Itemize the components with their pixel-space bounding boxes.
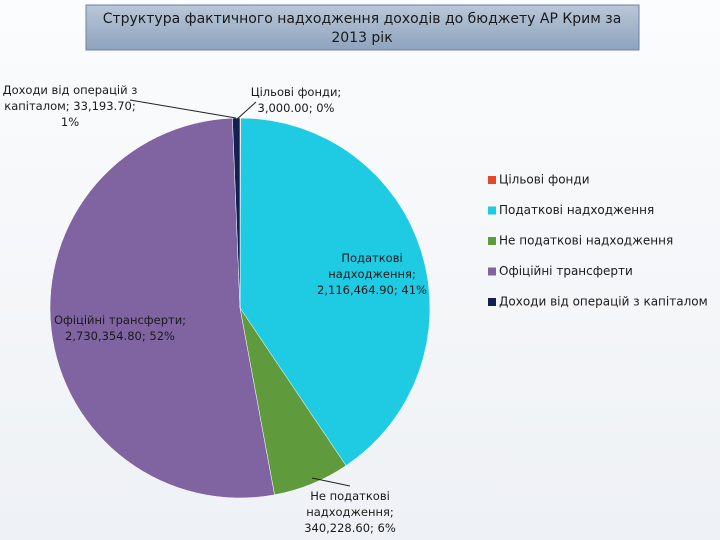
legend-swatch	[488, 206, 496, 215]
legend-label: Не податкові надходження	[499, 234, 673, 248]
data-label: Цільові фонди; 3,000.00; 0%	[251, 85, 342, 115]
pie-slice	[239, 117, 431, 467]
pie-slice	[49, 117, 275, 499]
chart-title-line: Структура фактичного надходження доходів…	[103, 11, 622, 27]
chart-title: Структура фактичного надходження доходів…	[103, 11, 622, 46]
title-box	[85, 4, 640, 51]
data-label-line: 1%	[61, 115, 79, 129]
data-label-line: Офіційні трансферти;	[54, 313, 186, 327]
data-label-line: 3,000.00; 0%	[258, 101, 335, 115]
data-label-line: 2,730,354.80; 52%	[65, 329, 175, 343]
pie-slice	[232, 117, 241, 309]
leader-line	[129, 99, 237, 119]
data-label: Не податкові надходження; 340,228.60; 6%	[304, 489, 396, 535]
legend-label: Доходи від операцій з капіталом	[499, 295, 708, 309]
legend-swatch	[488, 267, 496, 276]
legend-swatch	[488, 176, 496, 184]
legend-swatch	[488, 298, 496, 306]
data-label-line: капіталом; 33,193.70;	[4, 99, 135, 113]
data-label-line: надходження;	[306, 505, 394, 519]
data-label: Податкові надходження; 2,116,464.90; 41%	[317, 251, 427, 297]
leader-line	[311, 477, 351, 487]
data-label-line: Податкові	[341, 251, 402, 265]
legend-label: Цільові фонди	[499, 173, 590, 187]
legend-label: Офіційні трансферти	[499, 264, 633, 278]
data-label-line: 2,116,464.90; 41%	[317, 283, 427, 297]
data-label-line: Цільові фонди;	[251, 85, 342, 99]
legend-label: Податкові надходження	[499, 203, 654, 217]
legend-swatch	[488, 237, 496, 245]
data-label-line: Не податкові	[310, 489, 390, 503]
data-label: Доходи від операцій з капіталом; 33,193.7…	[3, 83, 138, 129]
leader-line	[235, 101, 257, 121]
data-label-line: Доходи від операцій з	[3, 83, 138, 97]
data-label-line: 340,228.60; 6%	[304, 521, 396, 535]
chart-title-line: 2013 рік	[331, 30, 392, 46]
data-label: Офіційні трансферти; 2,730,354.80; 52%	[54, 313, 186, 343]
data-label-line: надходження;	[328, 267, 416, 281]
